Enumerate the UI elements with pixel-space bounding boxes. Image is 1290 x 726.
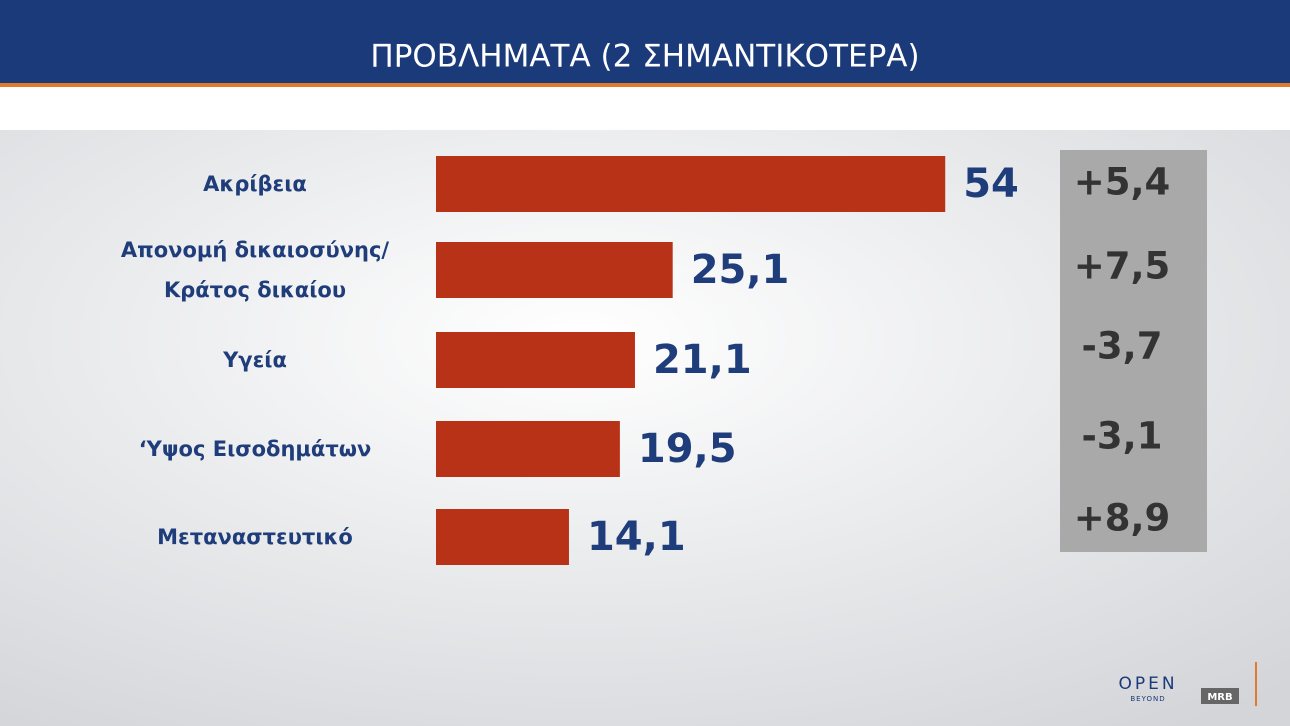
- category-label: Υγεία: [223, 348, 287, 372]
- change-label: -3,7: [1082, 325, 1163, 368]
- value-label: 25,1: [691, 247, 790, 293]
- value-label: 21,1: [653, 337, 752, 383]
- bar: [436, 156, 946, 212]
- bar: [436, 332, 635, 388]
- change-label: +8,9: [1074, 497, 1171, 540]
- value-label: 14,1: [587, 514, 686, 560]
- value-label: 54: [963, 161, 1019, 207]
- change-box: [1060, 150, 1207, 552]
- channel-tagline: BEYOND: [1130, 695, 1165, 703]
- category-label: Απονομή δικαιοσύνης/ Κράτος δικαίου: [120, 238, 390, 302]
- change-label: -3,1: [1082, 415, 1163, 458]
- header-accent: [0, 83, 1290, 87]
- logo-divider: [1255, 662, 1257, 706]
- value-label: 19,5: [638, 426, 737, 472]
- bar: [436, 509, 569, 565]
- category-label: Ακρίβεια: [203, 172, 307, 196]
- bar: [436, 242, 673, 298]
- pollster-logo: MRB: [1207, 692, 1232, 703]
- change-label: +5,4: [1074, 161, 1171, 204]
- category-label: ‘Υψος Εισοδημάτων: [138, 437, 372, 461]
- channel-logo: OPEN: [1118, 674, 1177, 694]
- header-band: [0, 0, 1290, 83]
- chart-title: ΠΡΟΒΛΗΜΑΤΑ (2 ΣΗΜΑΝΤΙΚΟΤΕΡΑ): [370, 39, 919, 75]
- category-label: Μεταναστευτικό: [157, 525, 353, 549]
- pollster-logo-box: [1201, 688, 1239, 704]
- change-label: +7,5: [1074, 245, 1171, 288]
- bar: [436, 421, 620, 477]
